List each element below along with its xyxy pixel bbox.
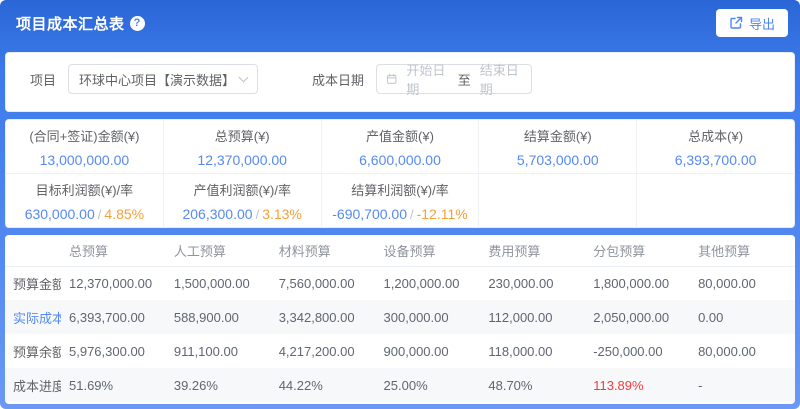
- stat-target-profit: 目标利润额(¥)/率 630,000.00/4.85%: [6, 174, 164, 227]
- target-profit-amount: 630,000.00: [24, 205, 95, 222]
- filter-panel: 项目 环球中心项目【演示数据】 成本日期 开始日期 至 结束日期: [5, 52, 795, 112]
- slash-separator: /: [97, 206, 102, 222]
- cell: -250,000.00: [593, 343, 663, 359]
- col-header-labor-budget: 人工预算: [165, 235, 271, 267]
- col-header-other-budget: 其他预算: [690, 235, 795, 267]
- col-header-subcontract-budget: 分包预算: [585, 235, 691, 267]
- row-label-actual-cost-link[interactable]: 实际成本: [13, 310, 61, 326]
- summary-row-2: 目标利润额(¥)/率 630,000.00/4.85% 产值利润额(¥)/率 2…: [6, 174, 794, 227]
- cell: 7,560,000.00: [278, 275, 355, 291]
- summary-empty-cell: [479, 174, 638, 227]
- cell: 6,393,700.00: [69, 309, 145, 325]
- col-header-material-budget: 材料预算: [270, 235, 376, 267]
- table-row-budget-balance: 预算余额 5,976,300.00 911,100.00 4,217,200.0…: [5, 334, 795, 368]
- cell: 80,000.00: [698, 343, 756, 359]
- settlement-profit-rate: -12.11%: [416, 205, 468, 222]
- project-select[interactable]: 环球中心项目【演示数据】: [68, 64, 259, 94]
- cell-over-budget: 113.89%: [593, 377, 644, 393]
- row-label-cost-progress: 成本进度: [13, 378, 61, 394]
- cell: 118,000.00: [488, 343, 553, 359]
- cell: 25.00%: [383, 377, 428, 393]
- cell: 0.00: [698, 309, 724, 325]
- cell: 51.69%: [69, 377, 114, 393]
- table-header-row: 总预算 人工预算 材料预算 设备预算 费用预算 分包预算 其他预算: [5, 235, 795, 267]
- stat-settlement-profit: 结算利润额(¥)/率 -690,700.00/-12.11%: [322, 174, 480, 227]
- end-date-placeholder: 结束日期: [479, 63, 519, 97]
- cell: 12,370,000.00: [69, 275, 153, 291]
- cell: 1,200,000.00: [383, 275, 460, 291]
- col-header-rowlabel: [5, 235, 61, 267]
- stat-output-profit: 产值利润额(¥)/率 206,300.00/3.13%: [164, 174, 322, 227]
- date-range-separator: 至: [457, 72, 471, 88]
- date-range-input[interactable]: 开始日期 至 结束日期: [376, 63, 533, 97]
- cell: 1,800,000.00: [593, 275, 670, 291]
- cell: 1,500,000.00: [173, 275, 250, 291]
- cell: 80,000.00: [698, 275, 756, 291]
- page-header: 项目成本汇总表 ? 导出: [0, 0, 800, 50]
- page-title: 项目成本汇总表: [16, 15, 125, 33]
- page-title-group: 项目成本汇总表 ?: [16, 13, 145, 34]
- filter-row: 项目 环球中心项目【演示数据】 成本日期 开始日期 至 结束日期: [30, 63, 794, 97]
- cell: 44.22%: [278, 377, 323, 393]
- col-header-expense-budget: 费用预算: [480, 235, 586, 267]
- output-profit-rate: 3.13%: [262, 205, 302, 222]
- chevron-down-icon: [238, 72, 249, 82]
- cell: 48.70%: [488, 377, 533, 393]
- slash-separator: /: [409, 206, 414, 222]
- row-label-budget-amount: 预算金额: [13, 276, 61, 292]
- cell: 112,000.00: [488, 309, 553, 325]
- col-header-equipment-budget: 设备预算: [375, 235, 481, 267]
- cell: 2,050,000.00: [593, 309, 670, 325]
- budget-table: 总预算 人工预算 材料预算 设备预算 费用预算 分包预算 其他预算 预算金额 1…: [5, 235, 795, 402]
- content-area: 项目 环球中心项目【演示数据】 成本日期 开始日期 至 结束日期: [5, 52, 795, 404]
- stat-output-amount: 产值金额(¥) 6,600,000.00: [322, 120, 480, 173]
- summary-panel: (合同+签证)金额(¥) 13,000,000.00 总预算(¥) 12,370…: [5, 119, 795, 228]
- row-label-budget-balance: 预算余额: [13, 344, 61, 360]
- cell: 230,000.00: [488, 275, 554, 291]
- table-row-cost-progress: 成本进度 51.69% 39.26% 44.22% 25.00% 48.70% …: [5, 368, 795, 402]
- export-button[interactable]: 导出: [715, 9, 788, 37]
- export-icon: [730, 16, 743, 29]
- cell: 900,000.00: [383, 343, 449, 359]
- cell: 5,976,300.00: [69, 343, 145, 359]
- budget-table-panel: 总预算 人工预算 材料预算 设备预算 费用预算 分包预算 其他预算 预算金额 1…: [5, 235, 795, 404]
- summary-empty-cell: [637, 174, 794, 227]
- cell: 3,342,800.00: [278, 309, 355, 325]
- target-profit-rate: 4.85%: [104, 205, 145, 222]
- table-row-budget-amount: 预算金额 12,370,000.00 1,500,000.00 7,560,00…: [5, 266, 795, 300]
- slash-separator: /: [255, 206, 260, 222]
- stat-settlement-amount: 结算金额(¥) 5,703,000.00: [479, 120, 638, 173]
- cell: -: [698, 377, 703, 393]
- calendar-icon: [387, 73, 397, 84]
- project-select-value: 环球中心项目【演示数据】: [79, 72, 236, 88]
- cell: 4,217,200.00: [278, 343, 355, 359]
- cell: 911,100.00: [173, 343, 238, 359]
- project-label: 项目: [30, 72, 57, 88]
- cell: 39.26%: [173, 377, 218, 393]
- cell: 588,900.00: [173, 309, 239, 325]
- stat-total-cost: 总成本(¥) 6,393,700.00: [674, 128, 757, 168]
- help-icon[interactable]: ?: [129, 15, 145, 31]
- stat-total-budget: 总预算(¥) 12,370,000.00: [164, 120, 322, 173]
- stat-contract-amount: (合同+签证)金额(¥) 13,000,000.00: [6, 120, 164, 173]
- start-date-placeholder: 开始日期: [406, 63, 446, 97]
- cost-date-label: 成本日期: [312, 72, 365, 88]
- summary-row-1: (合同+签证)金额(¥) 13,000,000.00 总预算(¥) 12,370…: [6, 120, 794, 174]
- output-profit-amount: 206,300.00: [182, 205, 253, 222]
- settlement-profit-amount: -690,700.00: [332, 205, 407, 222]
- export-button-label: 导出: [748, 16, 775, 32]
- table-row-actual-cost: 实际成本 6,393,700.00 588,900.00 3,342,800.0…: [5, 300, 795, 334]
- col-header-total-budget: 总预算: [61, 235, 166, 267]
- cell: 300,000.00: [383, 309, 449, 325]
